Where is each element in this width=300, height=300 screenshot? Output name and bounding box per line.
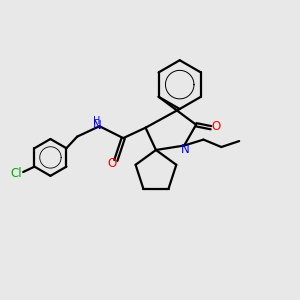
Text: O: O: [108, 158, 117, 170]
Text: Cl: Cl: [11, 167, 22, 180]
Text: N: N: [181, 142, 190, 156]
Text: H: H: [93, 116, 101, 126]
Text: O: O: [212, 120, 221, 133]
Text: N: N: [93, 119, 101, 132]
